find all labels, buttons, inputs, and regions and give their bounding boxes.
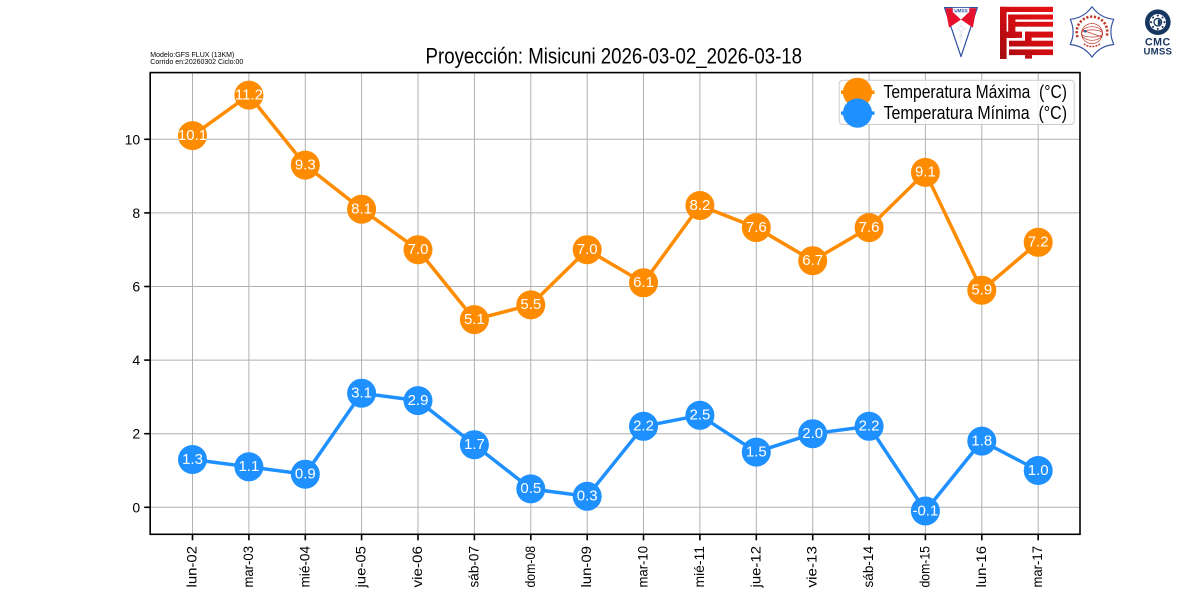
svg-text:lun-09: lun-09 [578,546,594,588]
svg-text:vie-13: vie-13 [804,546,820,588]
svg-text:dom-15: dom-15 [916,546,932,588]
svg-text:5.5: 5.5 [520,296,541,313]
svg-text:Modelo:GFS FLUX (13KM): Modelo:GFS FLUX (13KM) [150,52,234,59]
svg-text:1.5: 1.5 [746,443,767,460]
svg-text:0.3: 0.3 [577,488,598,505]
svg-text:0.9: 0.9 [295,466,316,483]
svg-text:5.1: 5.1 [464,311,485,328]
svg-text:4: 4 [132,352,140,368]
svg-text:6.1: 6.1 [633,274,654,291]
svg-text:Proyección: Misicuni 2026-03-0: Proyección: Misicuni 2026-03-02_2026-03-… [426,44,803,69]
svg-text:Corrido en:20260302 Ciclo:00: Corrido en:20260302 Ciclo:00 [150,59,243,66]
svg-text:2.0: 2.0 [802,425,823,442]
svg-text:0: 0 [132,499,140,515]
svg-text:lun-02: lun-02 [184,546,200,588]
svg-text:Temperatura Máxima (°C): Temperatura Máxima (°C) [884,82,1068,102]
svg-text:1.1: 1.1 [238,458,259,475]
svg-text:7.0: 7.0 [408,241,429,258]
svg-text:2: 2 [132,426,140,442]
svg-text:mié-11: mié-11 [691,546,707,588]
svg-text:8.1: 8.1 [351,201,372,218]
svg-text:mar-10: mar-10 [635,546,651,588]
svg-text:2.5: 2.5 [689,407,710,424]
svg-text:7.0: 7.0 [577,241,598,258]
svg-text:1.7: 1.7 [464,436,485,453]
svg-text:jue-12: jue-12 [747,546,763,589]
svg-text:jue-05: jue-05 [353,546,369,589]
svg-text:10.1: 10.1 [178,127,207,144]
svg-text:7.2: 7.2 [1028,234,1049,251]
svg-text:6: 6 [132,279,140,295]
svg-text:1.8: 1.8 [971,432,992,449]
svg-text:Temperatura Mínima (°C): Temperatura Mínima (°C) [884,103,1068,123]
svg-text:1.3: 1.3 [182,451,203,468]
svg-text:vie-06: vie-06 [409,546,425,588]
svg-text:-0.1: -0.1 [912,502,938,519]
svg-text:11.2: 11.2 [235,86,263,103]
svg-text:UMSS: UMSS [1144,47,1173,58]
svg-text:sáb-14: sáb-14 [860,546,876,588]
svg-text:0.5: 0.5 [520,480,541,497]
svg-text:8.2: 8.2 [689,197,710,214]
svg-text:3.1: 3.1 [351,385,372,402]
svg-text:2.2: 2.2 [633,418,654,435]
svg-text:mar-03: mar-03 [240,546,256,588]
svg-text:8: 8 [132,205,140,221]
svg-text:9.1: 9.1 [915,164,936,181]
svg-text:5.9: 5.9 [971,282,992,299]
svg-text:mié-04: mié-04 [296,546,312,588]
svg-text:sáb-07: sáb-07 [465,546,481,588]
svg-text:1.0: 1.0 [1028,462,1049,479]
svg-text:lun-16: lun-16 [973,546,989,588]
svg-text:7.6: 7.6 [859,219,880,236]
svg-text:7.6: 7.6 [746,219,767,236]
svg-text:10: 10 [125,131,141,147]
svg-text:CMC: CMC [1145,37,1171,49]
svg-text:6.7: 6.7 [802,252,823,269]
svg-text:2.2: 2.2 [859,418,880,435]
svg-text:9.3: 9.3 [295,156,316,173]
svg-text:mar-17: mar-17 [1029,546,1045,588]
svg-text:2.9: 2.9 [408,392,429,409]
svg-text:UMSS: UMSS [954,8,967,13]
svg-text:dom-08: dom-08 [522,546,538,588]
